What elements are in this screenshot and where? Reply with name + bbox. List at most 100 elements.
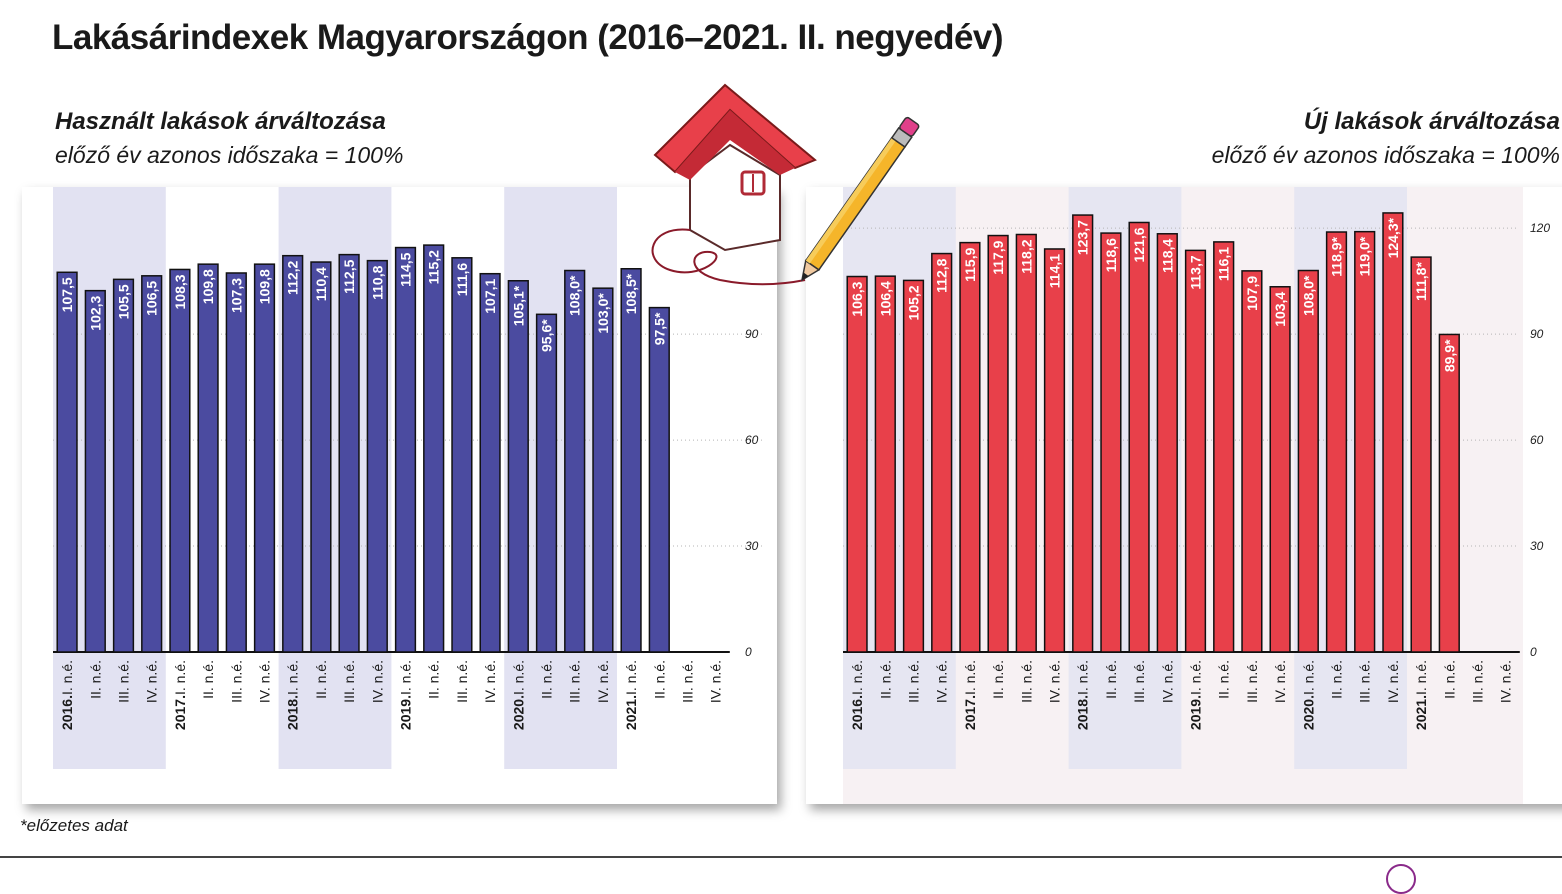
x-tick-label: IV. n.é. [1385, 660, 1401, 703]
data-label: 121,6 [1131, 227, 1147, 262]
x-tick-label: III. n.é. [1357, 660, 1373, 703]
x-tick-label: II. n.é. [87, 660, 103, 699]
bar [902, 279, 925, 653]
bar [592, 287, 614, 653]
page-title: Lakásárindexek Magyarországon (2016–2021… [52, 18, 1004, 57]
bar [1297, 269, 1319, 653]
data-label: 107,1 [482, 278, 498, 313]
x-tick-label: II. n.é. [426, 660, 442, 699]
x-tick-label: II. n.é. [1103, 660, 1119, 699]
bar [1269, 286, 1291, 653]
bar [451, 257, 473, 653]
y-tick-label: 60 [745, 433, 759, 447]
bar [1184, 249, 1207, 653]
x-tick-label: III. n.é. [341, 660, 357, 703]
bar [931, 252, 953, 653]
x-tick-label: IV. n.é. [369, 660, 385, 703]
data-label: 116,1 [1216, 247, 1232, 281]
bar [535, 313, 558, 653]
data-label: 123,7 [1075, 220, 1091, 255]
data-label: 109,8 [200, 269, 216, 304]
used-chart-basis: előző év azonos időszaka = 100% [55, 142, 404, 168]
bar [874, 275, 896, 653]
bar [225, 272, 247, 653]
data-label: 109,8 [257, 269, 273, 304]
bar [1072, 214, 1094, 653]
y-tick-label: 0 [745, 645, 752, 659]
bar [338, 253, 360, 653]
x-tick-label: 2016.I. n.é. [59, 660, 75, 730]
data-label: 110,4 [313, 267, 329, 301]
pencil-icon [800, 116, 920, 282]
data-label: 108,0* [567, 275, 583, 316]
x-tick-label: II. n.é. [1329, 660, 1345, 699]
data-label: 118,2 [1018, 239, 1034, 273]
new-chart: 0 30 60 90 120 2016.I. n.é. 106,3 II. n.é. 106,4… [843, 174, 1550, 804]
bar [1100, 232, 1122, 653]
new-chart-panel: 0 30 60 90 120 2016.I. n.é. 106,3 II. n.é. 106,4… [806, 174, 1562, 804]
x-tick-label: 2018.I. n.é. [285, 660, 301, 730]
used-chart-panel: 0 30 60 90 2016.I. n.é. 107,5 II. n.é. 102,3 III… [22, 174, 777, 804]
data-label: 114,1 [1047, 254, 1063, 288]
x-tick-label: IV. n.é. [595, 660, 611, 703]
x-tick-label: IV. n.é. [1159, 660, 1175, 703]
x-tick-label: III. n.é. [228, 660, 244, 703]
bar [1043, 248, 1066, 653]
data-label: 102,3 [87, 295, 103, 330]
bar [1382, 212, 1404, 653]
bottom-divider [0, 856, 1562, 858]
data-label: 110,8 [369, 265, 385, 299]
data-label: 111,6 [454, 263, 470, 297]
data-label: 115,2 [426, 250, 442, 284]
bar [1410, 256, 1432, 653]
x-tick-label: III. n.é. [567, 660, 583, 703]
x-tick-label: 2019.I. n.é. [1188, 660, 1204, 730]
x-tick-label: III. n.é. [1018, 660, 1034, 703]
bar [1354, 230, 1376, 653]
data-label: 107,3 [228, 278, 244, 313]
x-tick-label: IV. n.é. [934, 660, 950, 703]
x-tick-label: IV. n.é. [1498, 660, 1514, 703]
bar [620, 268, 642, 653]
y-tick-label: 120 [1530, 221, 1550, 235]
data-label: 119,0* [1357, 236, 1373, 276]
bar [394, 246, 417, 653]
data-label: 103,4 [1272, 292, 1288, 327]
x-tick-label: III. n.é. [1470, 660, 1486, 703]
data-label: 115,9 [962, 247, 978, 281]
y-tick-label: 60 [1530, 433, 1544, 447]
x-tick-label: II. n.é. [877, 660, 893, 699]
bar [648, 306, 670, 653]
data-label: 106,3 [849, 281, 865, 316]
bar [959, 241, 981, 653]
bar [1213, 241, 1235, 653]
x-tick-label: III. n.é. [1131, 660, 1147, 703]
data-label: 118,6 [1103, 238, 1119, 272]
data-label: 114,5 [398, 252, 414, 286]
bar [1015, 233, 1037, 653]
y-tick-label: 30 [1530, 539, 1544, 553]
house-pencil-illustration [651, 83, 920, 286]
new-chart-subtitle: Új lakások árváltozása [1303, 108, 1560, 135]
bar [56, 271, 78, 653]
data-label: 106,4 [877, 281, 893, 316]
y-tick-label: 0 [1530, 645, 1537, 659]
x-tick-label: IV. n.é. [257, 660, 273, 703]
data-label: 113,7 [1188, 255, 1204, 289]
x-tick-label: III. n.é. [906, 660, 922, 703]
bar [1241, 270, 1263, 653]
bar [564, 269, 586, 653]
data-label: 108,5* [623, 273, 639, 314]
bar [112, 278, 135, 653]
x-tick-label: III. n.é. [1244, 660, 1260, 703]
y-tick-label: 90 [745, 327, 759, 341]
bar [366, 259, 388, 653]
x-tick-label: III. n.é. [680, 660, 696, 703]
bar [282, 254, 304, 653]
new-chart-basis: előző év azonos időszaka = 100% [1211, 142, 1560, 168]
bar [1438, 333, 1460, 653]
data-label: 112,2 [285, 260, 301, 294]
data-label: 108,0* [1300, 275, 1316, 316]
y-tick-label: 30 [745, 539, 759, 553]
x-tick-label: IV. n.é. [144, 660, 160, 703]
